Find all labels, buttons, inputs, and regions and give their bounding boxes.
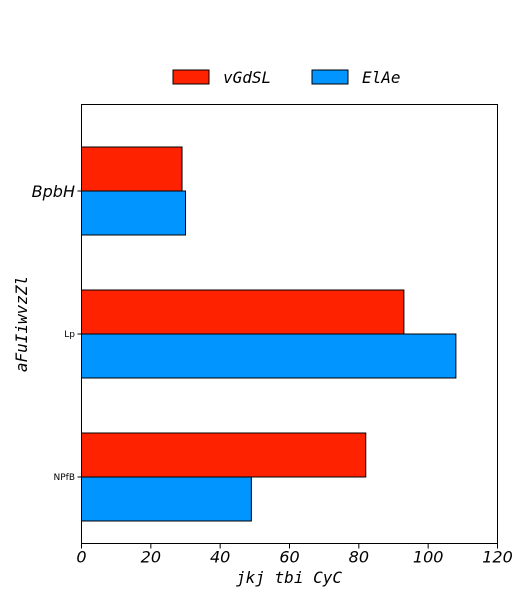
x-tick-label-120: 120 bbox=[482, 548, 513, 567]
y-tick-label-NPfB: NPfB bbox=[53, 473, 75, 483]
y-axis-label: aFuIiwvzZl bbox=[12, 276, 31, 372]
y-tick-label-Lp: Lp bbox=[64, 330, 75, 340]
x-tick-label-40: 40 bbox=[210, 548, 230, 567]
x-tick-label-0: 0 bbox=[76, 548, 86, 567]
x-axis-ticks: 0 20 40 60 80 100 120 bbox=[76, 543, 513, 567]
legend-label-series-1: ElAe bbox=[362, 68, 401, 87]
bar-vGdSL-BpbH bbox=[81, 146, 183, 192]
legend-swatch-series-0 bbox=[172, 69, 210, 85]
legend-label-series-0: vGdSL bbox=[223, 68, 271, 87]
plot-frame bbox=[81, 104, 498, 544]
x-tick-label-100: 100 bbox=[413, 548, 444, 567]
bar-vGdSL-NPfB bbox=[81, 432, 367, 478]
x-tick-label-20: 20 bbox=[141, 548, 161, 567]
bar-ElAe-BpbH bbox=[81, 190, 186, 236]
y-tick-label-BpbH: BpbH bbox=[32, 182, 75, 201]
bar-ElAe-Lp bbox=[81, 333, 457, 379]
legend-swatch-series-1 bbox=[311, 69, 349, 85]
y-tick-labels: BpbH Lp NPfB bbox=[32, 182, 82, 483]
x-axis-label: jkj tbi CyC bbox=[236, 568, 342, 587]
bar-ElAe-NPfB bbox=[81, 476, 252, 522]
legend: vGdSL ElAe bbox=[172, 68, 401, 87]
x-tick-label-80: 80 bbox=[349, 548, 369, 567]
bars-group bbox=[81, 146, 457, 522]
bar-vGdSL-Lp bbox=[81, 289, 405, 335]
x-tick-label-60: 60 bbox=[279, 548, 299, 567]
